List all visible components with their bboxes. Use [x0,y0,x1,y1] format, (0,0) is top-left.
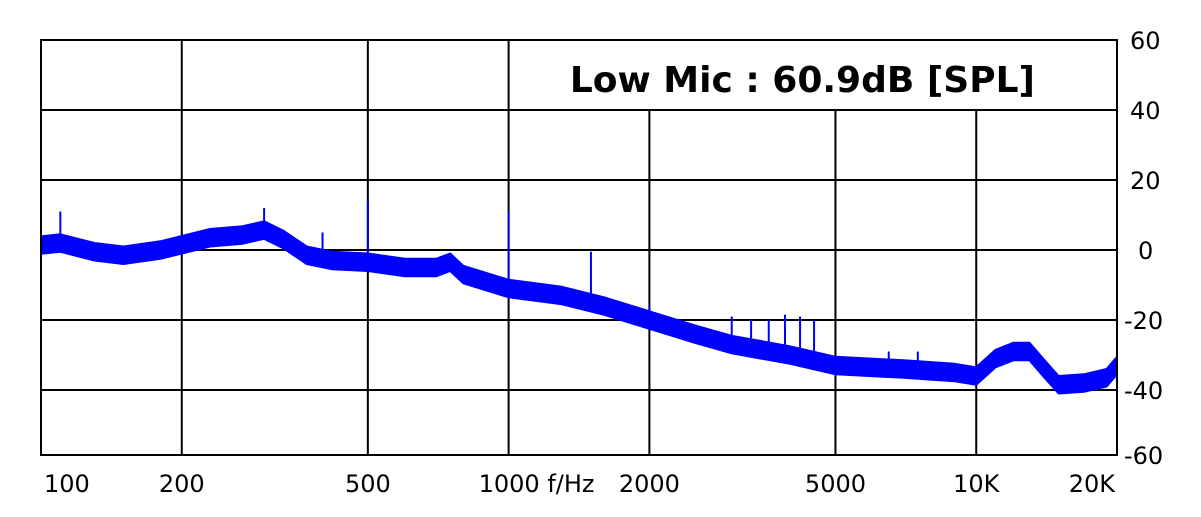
chart-title: Low Mic : 60.9dB [SPL] [570,60,1035,101]
x-axis-labels: 100 200 500 1000 f/Hz 2000 5000 10K 20K [44,470,1116,498]
y-tick-label: -20 [1124,307,1163,335]
x-tick-label: 100 [44,470,90,498]
y-tick-label: -60 [1124,442,1163,470]
x-tick-label: 1000 f/Hz [479,470,595,498]
series-band [40,220,1118,395]
series-spectrum [40,201,1118,395]
y-tick-label: 20 [1130,167,1161,195]
plot-border [40,39,1118,456]
x-tick-label: 200 [159,470,205,498]
x-tick-label: 20K [1069,470,1117,498]
y-axis-labels: 60 40 20 0 -20 -40 -60 [1124,27,1163,470]
y-tick-label: 60 [1130,27,1161,55]
x-tick-label: 5000 [805,470,866,498]
x-tick-label: 2000 [619,470,680,498]
plot-frame [40,39,1118,456]
y-tick-label: 40 [1130,97,1161,125]
series-line [40,228,1118,386]
x-tick-label: 10K [953,470,1001,498]
x-tick-label: 500 [345,470,391,498]
y-tick-label: 0 [1138,237,1153,265]
y-tick-label: -40 [1124,377,1163,405]
